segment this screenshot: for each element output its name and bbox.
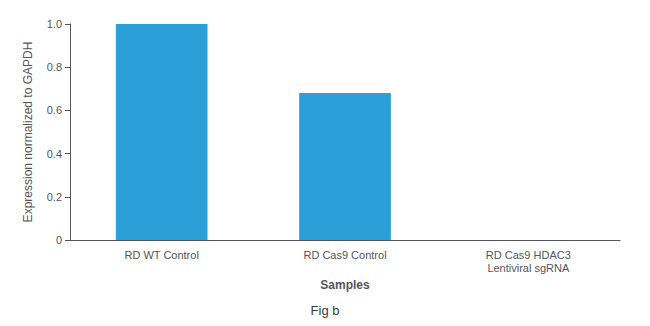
svg-text:Fig b: Fig b xyxy=(311,303,340,318)
svg-text:RD Cas9 HDAC3: RD Cas9 HDAC3 xyxy=(486,249,571,261)
svg-text:Lentiviral sgRNA: Lentiviral sgRNA xyxy=(487,262,570,274)
svg-text:Expression normalized to GAPDH: Expression normalized to GAPDH xyxy=(21,42,35,223)
svg-text:1.0: 1.0 xyxy=(47,18,62,30)
svg-text:Samples: Samples xyxy=(320,278,370,292)
svg-text:RD Cas9 Control: RD Cas9 Control xyxy=(303,249,386,261)
svg-text:0.8: 0.8 xyxy=(47,61,62,73)
svg-text:0.6: 0.6 xyxy=(47,104,62,116)
svg-text:0.2: 0.2 xyxy=(47,191,62,203)
svg-text:0: 0 xyxy=(56,234,62,246)
svg-text:0.4: 0.4 xyxy=(47,148,62,160)
svg-text:RD WT Control: RD WT Control xyxy=(124,249,198,261)
